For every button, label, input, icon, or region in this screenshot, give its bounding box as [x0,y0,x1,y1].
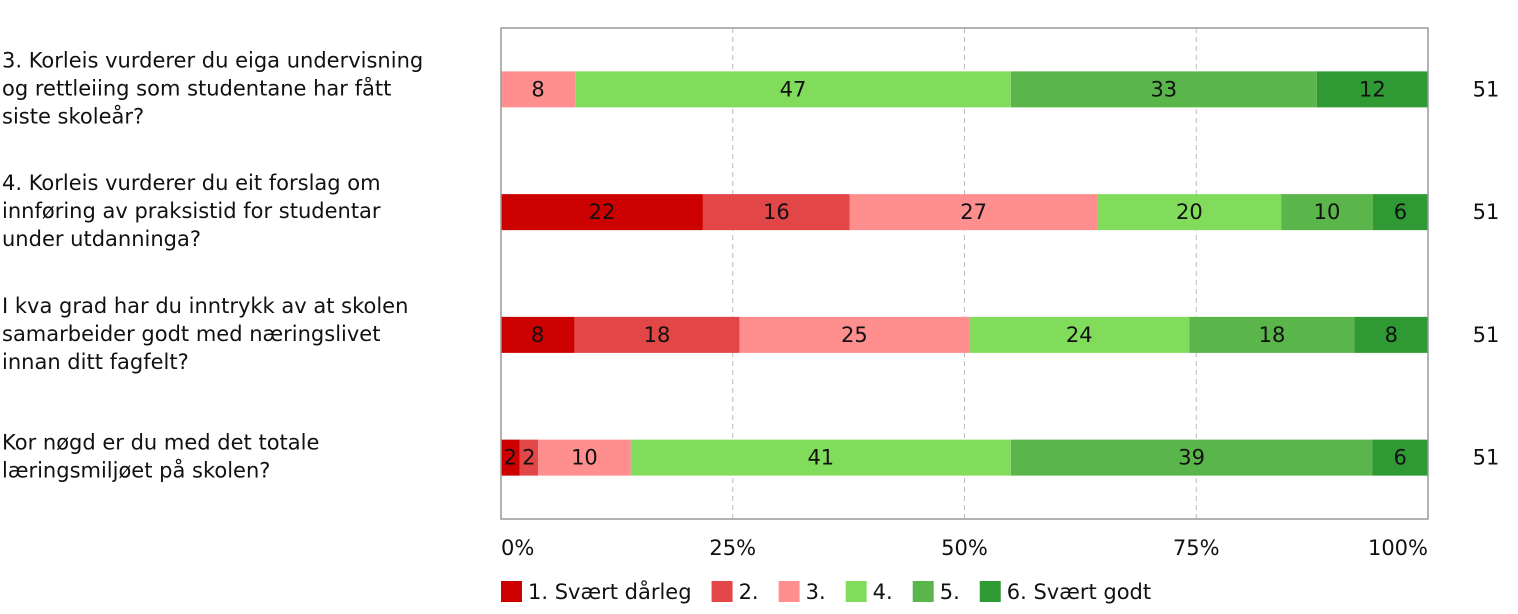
bar-segment [501,194,703,231]
x-tick-label: 100% [1368,536,1428,560]
bar-segment [1372,439,1428,476]
legend-label: 6. Svært godt [1007,580,1151,604]
bar-segment [849,194,1098,231]
legend-label: 5. [940,580,960,604]
legend-swatch [778,581,800,602]
bar-segment [574,316,740,353]
value-label: 2 [504,446,517,470]
value-label: 33 [1150,77,1177,101]
bar-segment [1372,194,1428,231]
legend-swatch [979,581,1001,602]
value-label: 25 [841,323,868,347]
bar-segment [501,316,575,353]
value-label: 20 [1176,200,1203,224]
x-tick-label: 25% [709,536,756,560]
value-label: 16 [763,200,790,224]
value-label: 2 [522,446,535,470]
bar-segment [1354,316,1428,353]
legend-swatch [912,581,934,602]
bar-segment [1010,439,1373,476]
value-label: 8 [1385,323,1398,347]
x-tick-label: 0% [501,536,534,560]
plot-border [500,27,1429,520]
category-label: 3. Korleis vurderer du eiga undervisning [2,48,423,72]
category-label: Kor nøgd er du med det totale [2,431,319,455]
bar-segment [1281,194,1373,231]
category-label: siste skoleår? [2,103,144,128]
value-label: 41 [807,446,834,470]
value-label: 18 [1259,323,1286,347]
bar-segment [630,439,1011,476]
total-label: 51 [1473,200,1500,224]
category-label: I kva grad har du inntrykk av at skolen [2,294,408,318]
category-label: under utdanninga? [2,227,201,251]
legend-swatch [845,581,867,602]
bar-segment [538,439,631,476]
value-label: 27 [960,200,987,224]
category-label: samarbeider godt med næringslivet [2,322,380,346]
x-tick-label: 50% [941,536,988,560]
category-label: 4. Korleis vurderer du eit forslag om [2,171,381,195]
value-label: 39 [1178,446,1205,470]
category-label: læringsmiljøet på skolen? [2,458,270,483]
bar-segment [739,316,970,353]
bar-segment [1097,194,1282,231]
total-label: 51 [1473,323,1500,347]
value-label: 12 [1359,77,1386,101]
category-label: innføring av praksistid for studentar [2,199,381,223]
bar-segment [501,439,520,476]
bar-segment [702,194,850,231]
bar-segment [969,316,1190,353]
legend-label: 4. [873,580,893,604]
bar-segment [1189,316,1355,353]
bar-segment [575,71,1011,108]
legend-label: 3. [806,580,826,604]
value-label: 8 [531,323,544,347]
value-label: 10 [1314,200,1341,224]
value-label: 18 [644,323,671,347]
bar-segment [501,71,576,108]
value-label: 47 [780,77,807,101]
category-label: og rettleiing som studentane har fått [2,75,391,100]
total-label: 51 [1473,446,1500,470]
value-label: 8 [531,77,544,101]
value-label: 10 [571,446,598,470]
legend-label: 2. [739,580,759,604]
legend-swatch [711,581,733,602]
value-label: 22 [589,200,616,224]
bar-segment [1316,71,1428,108]
legend-swatch [501,581,522,602]
total-label: 51 [1473,77,1500,101]
x-tick-label: 75% [1173,536,1220,560]
value-label: 24 [1066,323,1093,347]
category-label: innan ditt fagfelt? [2,350,189,374]
legend-label: 1. Svært dårleg [528,579,692,604]
bar-segment [519,439,539,476]
value-label: 6 [1394,446,1407,470]
bar-segment [1010,71,1317,108]
value-label: 6 [1394,200,1407,224]
